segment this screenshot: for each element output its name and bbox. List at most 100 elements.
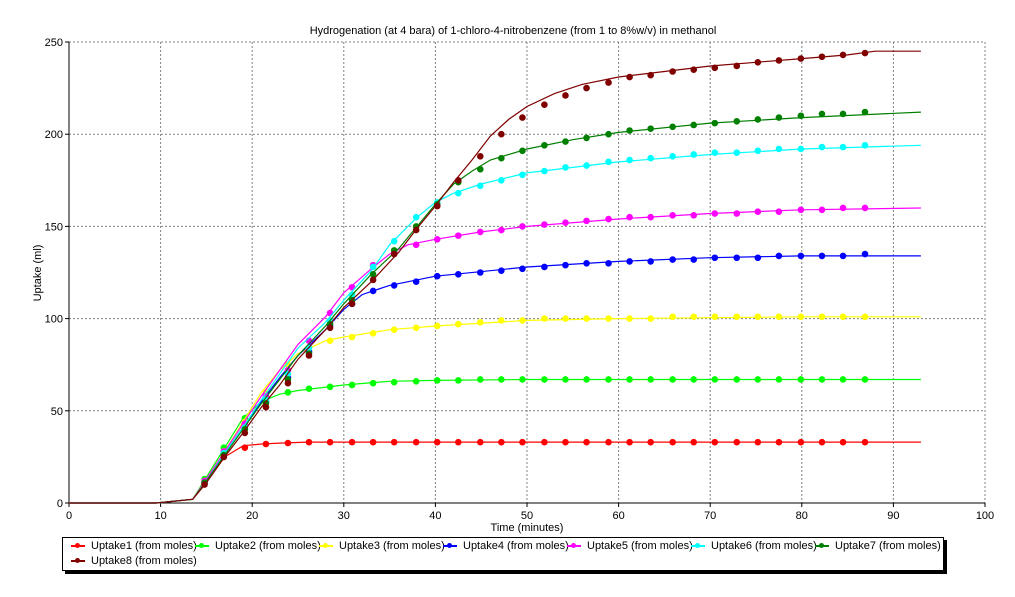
data-point [861,438,869,446]
data-point [562,261,569,269]
data-point [711,119,719,127]
data-point [262,440,270,448]
data-point [733,376,741,383]
data-point [412,241,420,249]
data-point [690,121,698,129]
data-point [711,149,719,156]
data-point [562,138,569,145]
data-point [433,438,441,446]
x-tick-label: 70 [704,510,716,522]
data-point [498,317,505,324]
data-point [669,256,676,263]
data-point [861,250,869,258]
data-point [669,123,676,131]
data-point [498,130,505,138]
data-point [284,379,292,387]
data-point [775,57,783,64]
data-point [562,164,569,171]
data-point [690,66,698,73]
data-point [201,481,208,488]
data-point [818,438,826,446]
data-point [647,71,654,79]
legend-marker [695,543,700,548]
data-point [455,438,462,446]
data-point [733,62,741,70]
data-point [326,337,334,345]
data-point [498,376,505,383]
data-point [690,256,698,263]
data-point [476,376,484,383]
legend-marker [75,543,80,548]
y-tick-label: 250 [45,37,63,49]
data-point [839,204,847,212]
data-point [262,403,270,411]
data-point [690,151,698,158]
data-point [754,58,762,66]
data-point [519,114,526,121]
data-point [541,376,548,383]
data-point [476,153,484,160]
data-point [647,438,654,446]
data-point [626,438,633,446]
grid [69,41,986,503]
chart-title: Hydrogenation (at 4 bara) of 1-chloro-4-… [310,25,717,37]
data-point [519,223,526,230]
data-point [519,147,526,155]
data-point [476,269,484,276]
data-point [775,114,783,121]
data-point [498,438,505,446]
data-point [284,389,292,396]
data-point [818,252,826,260]
y-tick-label: 200 [45,129,63,141]
data-point [669,313,676,321]
legend-label: Uptake8 (from moles) [91,555,197,567]
legend-marker [819,543,824,548]
data-point [711,64,719,72]
x-tick-label: 30 [338,510,350,522]
data-point [241,444,249,451]
axes: 0 10 20 30 40 50 60 70 80 90 100 0 50 100 150 200 250 [45,37,995,522]
legend-label: Uptake1 (from moles) [91,540,197,552]
legend-label: Uptake4 (from moles) [463,540,569,552]
data-point [818,206,826,214]
data-point [775,376,783,383]
series-3 [69,313,921,504]
data-point [348,300,356,308]
data-point [733,117,741,125]
data-point [455,189,462,197]
data-point [541,221,548,228]
data-point [433,236,441,243]
data-point [348,333,356,341]
data-point [519,265,526,273]
series-line [69,50,921,504]
data-point [541,315,548,322]
data-point [690,313,698,321]
data-point [605,438,612,446]
data-point [754,254,762,262]
data-point [433,322,441,330]
legend-marker [75,558,80,563]
data-point [733,254,741,262]
data-point [369,287,377,295]
data-point [754,376,762,383]
series-line [69,144,921,504]
data-point [711,376,719,383]
data-point [775,313,783,321]
data-point [669,153,676,160]
data-point [647,376,654,383]
data-point [390,378,398,386]
data-point [326,383,334,391]
data-point [519,376,526,383]
data-point [797,206,805,214]
data-point [839,438,847,446]
data-point [690,212,698,219]
data-point [326,324,334,332]
y-tick-label: 100 [45,314,63,326]
series-8 [69,49,921,504]
y-tick-label: 0 [57,498,63,510]
legend-label: Uptake2 (from moles) [215,540,321,552]
data-point [754,116,762,123]
data-point [626,315,633,322]
y-tick-label: 50 [51,406,63,418]
data-point [241,429,249,437]
